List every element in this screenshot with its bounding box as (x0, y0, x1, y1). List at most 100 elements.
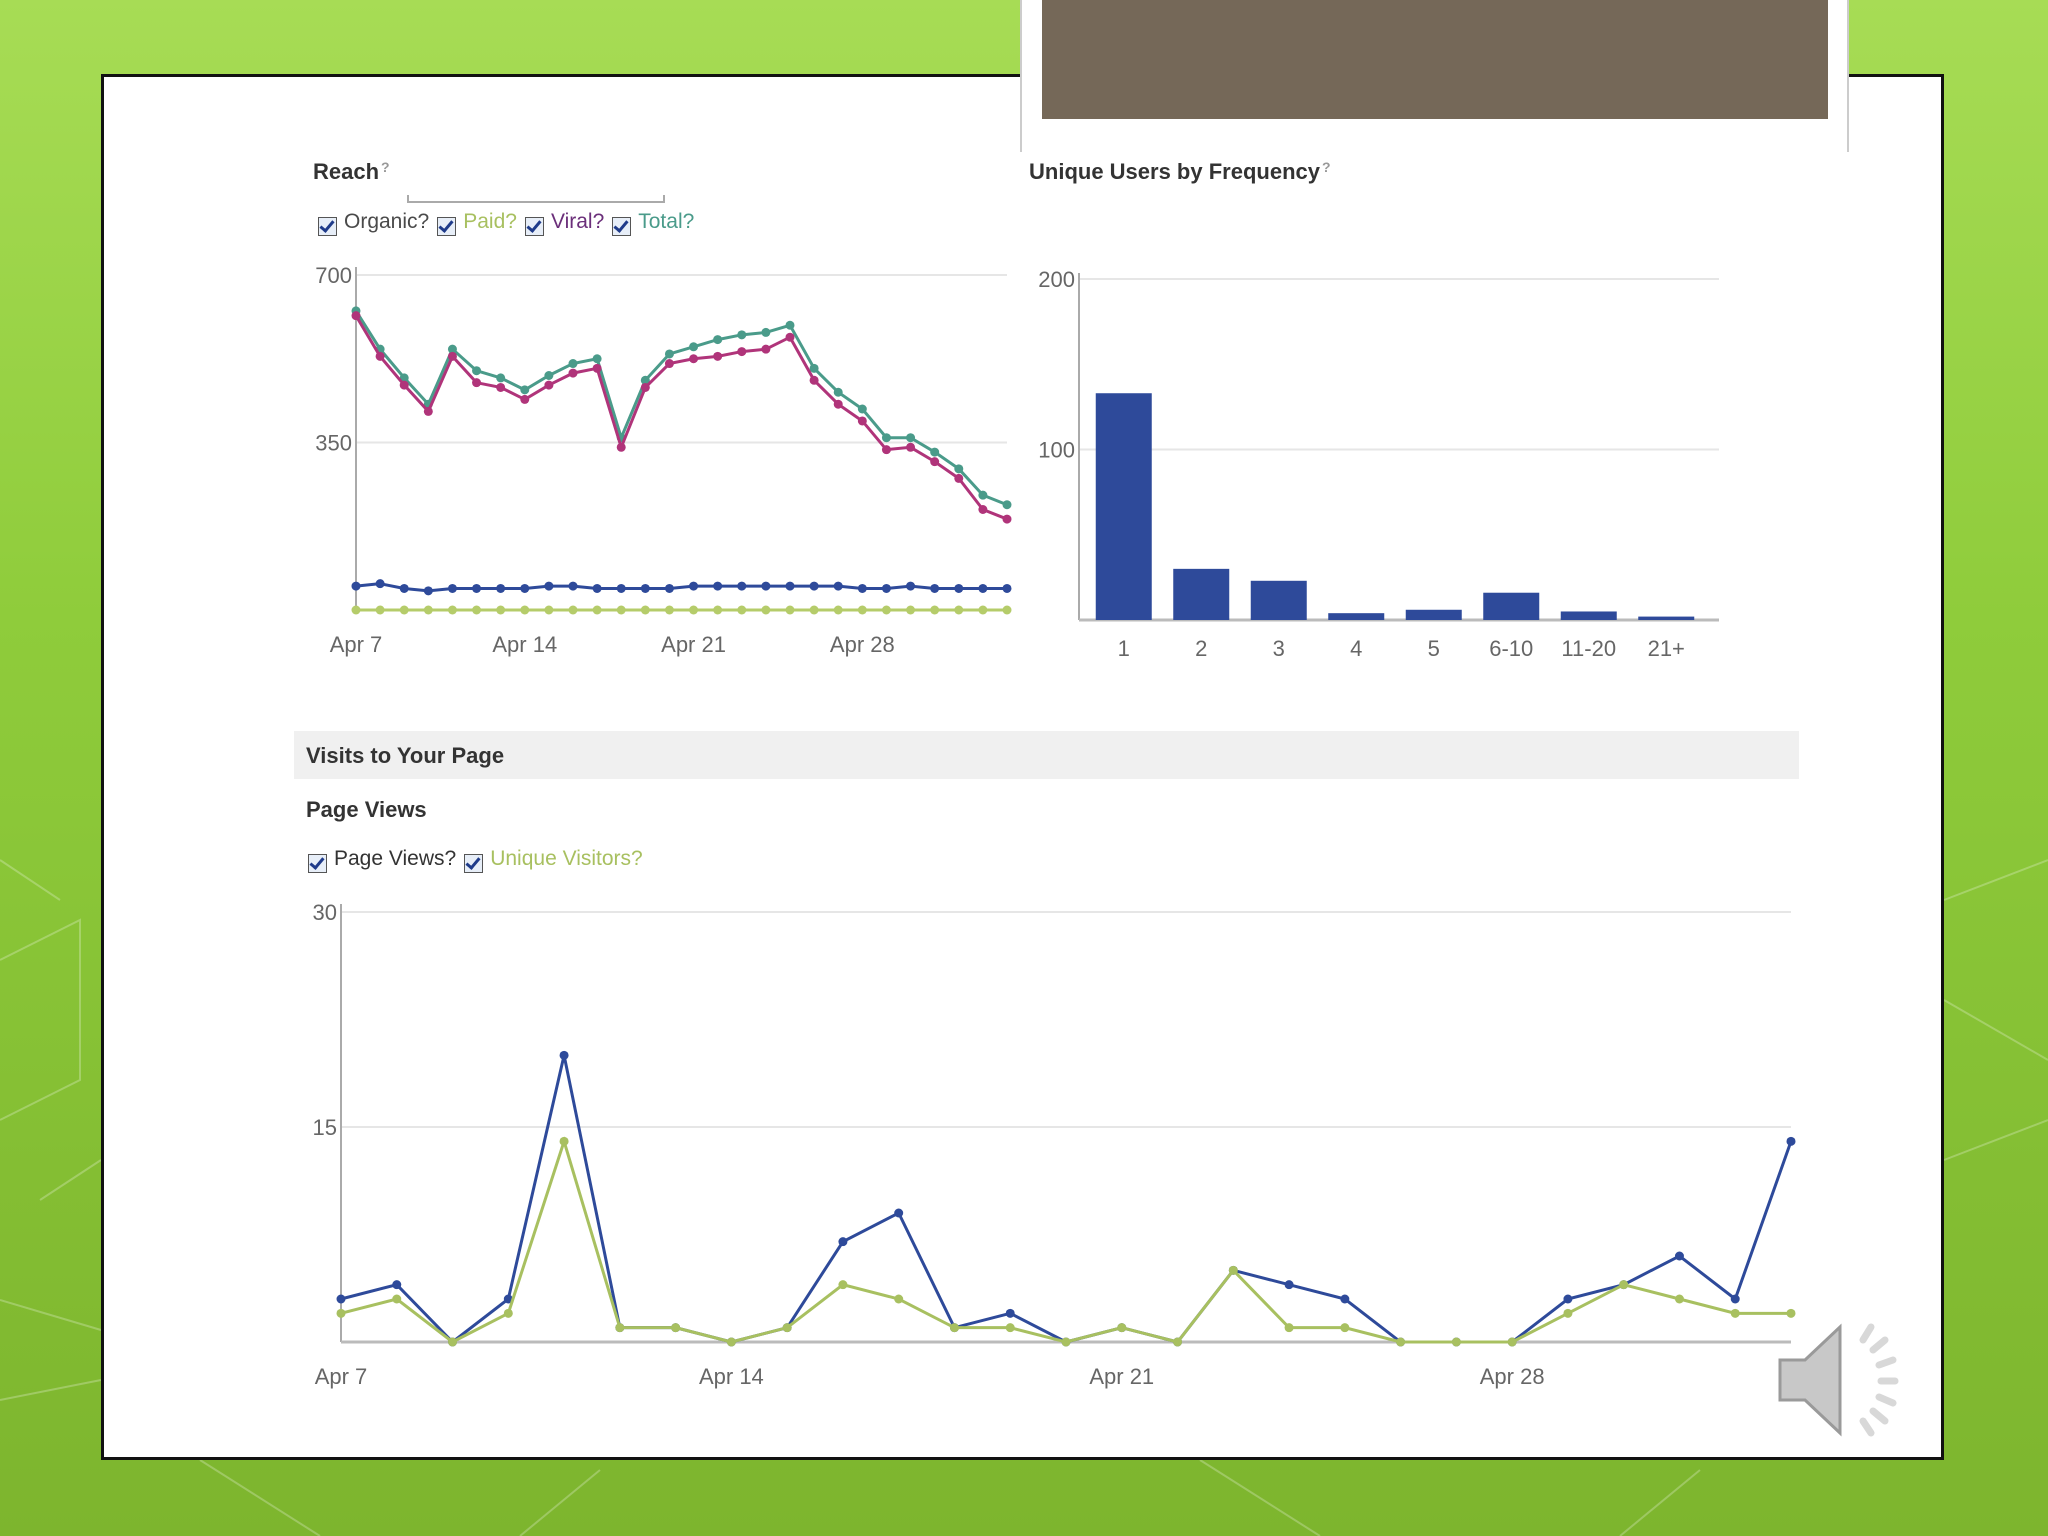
reach-data-point (496, 382, 506, 392)
reach-data-point (375, 579, 385, 589)
reach-chart: 700 350 Apr 7 Apr 14 Apr 21 Apr 28 200 100 1 2 3 4 5… (313, 263, 1796, 1389)
reach-data-point (351, 605, 361, 615)
reach-data-point (809, 581, 819, 591)
frequency-category-label: 4 (1350, 636, 1362, 661)
pageviews-xtick-label: Apr 7 (315, 1364, 368, 1389)
checkbox-icon[interactable] (612, 216, 632, 236)
reach-data-point (664, 605, 674, 615)
legend-paid[interactable]: Paid? (437, 210, 517, 236)
pageviews-data-point (448, 1337, 458, 1347)
pageviews-data-point (1061, 1337, 1071, 1347)
pageviews-data-point (894, 1294, 904, 1304)
pageviews-data-point (1674, 1251, 1684, 1261)
legend-label: Organic? (344, 210, 430, 233)
pageviews-data-point (894, 1208, 904, 1218)
reach-data-point (785, 581, 795, 591)
reach-data-point (906, 442, 916, 452)
checkbox-icon[interactable] (318, 216, 337, 236)
reach-data-point (809, 363, 819, 373)
reach-data-point (375, 351, 385, 361)
pageviews-data-point (1340, 1323, 1350, 1333)
checkbox-icon[interactable] (524, 216, 544, 236)
reach-data-point (616, 583, 626, 593)
reach-data-point (930, 447, 940, 457)
frequency-help-icon[interactable]: ? (1321, 159, 1331, 175)
reach-data-point (375, 605, 385, 615)
legend-label: Viral? (550, 210, 605, 233)
reach-data-point (785, 320, 795, 330)
reach-data-point (906, 605, 916, 615)
reach-data-point (881, 445, 891, 455)
reach-data-point (351, 311, 361, 321)
reach-data-point (809, 605, 819, 615)
reach-data-point (713, 581, 723, 591)
reach-data-point (520, 605, 530, 615)
frequency-bar (1095, 393, 1152, 620)
reach-data-point (616, 605, 626, 615)
reach-data-point (1002, 500, 1012, 510)
pageviews-data-point (782, 1323, 792, 1333)
reach-xtick-label: Apr 14 (492, 632, 557, 657)
reach-ytick-label: 350 (315, 431, 352, 456)
reach-xtick-label: Apr 28 (830, 632, 895, 657)
title-placeholder-box (1020, 0, 1849, 152)
reach-data-point (857, 416, 867, 426)
legend-unique-visitors[interactable]: Unique Visitors? (464, 847, 643, 873)
reach-xtick-label: Apr 21 (661, 632, 726, 657)
pageviews-ytick-label: 30 (313, 900, 337, 925)
pageviews-data-point (838, 1280, 848, 1290)
reach-data-point (978, 490, 988, 500)
reach-data-point (881, 433, 891, 443)
reach-data-point (737, 581, 747, 591)
reach-data-point (954, 473, 964, 483)
reach-data-point (472, 378, 482, 388)
reach-data-point (399, 605, 409, 615)
reach-help-icon[interactable]: ? (381, 159, 390, 175)
reach-data-point (496, 373, 506, 383)
reach-data-point (713, 351, 723, 361)
checkbox-icon[interactable] (437, 216, 457, 236)
pageviews-data-point (1674, 1294, 1684, 1304)
checkbox-icon[interactable] (308, 853, 327, 873)
frequency-bar (1250, 580, 1307, 620)
reach-data-point (978, 605, 988, 615)
reach-data-point (713, 605, 723, 615)
reach-data-point (520, 583, 530, 593)
reach-data-point (881, 605, 891, 615)
reach-data-point (447, 351, 457, 361)
frequency-bar (1405, 609, 1462, 620)
reach-xtick-label: Apr 7 (330, 632, 383, 657)
frequency-bar (1173, 568, 1230, 620)
reach-data-point (664, 359, 674, 369)
legend-page-views[interactable]: Page Views? (308, 847, 456, 873)
frequency-category-label: 5 (1428, 636, 1440, 661)
pageviews-data-point (1730, 1294, 1740, 1304)
speaker-icon[interactable] (1775, 1315, 1915, 1445)
legend-total[interactable]: Total? (612, 210, 694, 236)
reach-data-point (447, 605, 457, 615)
reach-data-point (833, 605, 843, 615)
reach-series-line (354, 314, 1008, 521)
reach-data-point (857, 404, 867, 414)
reach-title-text: Reach (313, 159, 380, 184)
legend-label: Paid? (463, 210, 517, 233)
pageviews-data-point (1786, 1136, 1796, 1146)
reach-data-point (592, 605, 602, 615)
reach-data-point (640, 583, 650, 593)
reach-data-point (930, 457, 940, 467)
legend-organic[interactable]: Organic? (318, 210, 430, 236)
reach-data-point (544, 371, 554, 380)
frequency-bar (1638, 616, 1695, 620)
reach-data-point (906, 581, 916, 591)
reach-data-point (737, 330, 747, 340)
checkbox-icon[interactable] (464, 853, 484, 873)
reach-data-point (472, 583, 482, 593)
frequency-title: Unique Users by Frequency? (1029, 159, 1331, 185)
reach-data-point (930, 605, 940, 615)
pageviews-data-point (559, 1050, 569, 1060)
reach-data-point (737, 347, 747, 357)
pageviews-data-point (1117, 1323, 1127, 1333)
reach-data-point (399, 583, 409, 593)
pageviews-data-point (1005, 1308, 1015, 1318)
legend-viral[interactable]: Viral? (524, 210, 605, 236)
